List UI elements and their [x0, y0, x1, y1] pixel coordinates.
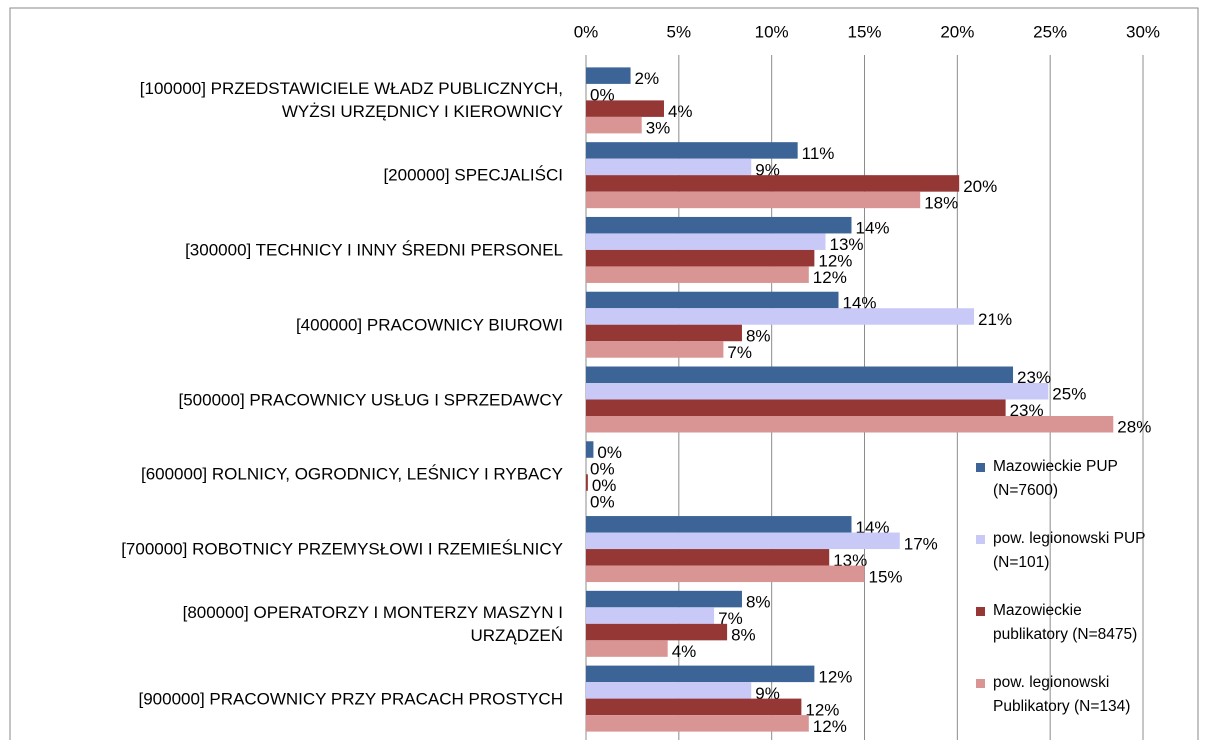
- data-label: 11%: [802, 144, 835, 163]
- bar: [586, 324, 742, 342]
- legend-label: pow. legionowski PUP (N=101): [993, 530, 1146, 571]
- data-label: 14%: [856, 518, 890, 537]
- x-tick-label: 15%: [847, 22, 881, 41]
- bar: [586, 416, 1114, 433]
- x-tick-label: 5%: [667, 22, 692, 41]
- data-label: 9%: [755, 684, 780, 703]
- x-tick-label: 25%: [1033, 22, 1067, 41]
- bar: [586, 623, 728, 641]
- legend-label: Mazowieckie publikatory (N=8475): [993, 602, 1138, 643]
- x-tick-label: 0%: [574, 22, 599, 41]
- x-tick-label: 30%: [1126, 22, 1160, 41]
- bar: [586, 341, 724, 358]
- bar: [586, 175, 960, 192]
- data-label: 0%: [597, 443, 622, 462]
- data-label: 0%: [592, 476, 617, 495]
- bar: [586, 698, 802, 716]
- data-label: 0%: [590, 493, 615, 512]
- bar: [586, 266, 809, 283]
- data-label: 8%: [746, 593, 771, 612]
- bar: [586, 549, 830, 566]
- bar: [586, 474, 588, 491]
- bar: [586, 607, 715, 624]
- legend-swatch: [976, 679, 985, 688]
- bar: [586, 532, 900, 550]
- bar: [586, 191, 921, 209]
- bar: [586, 516, 852, 533]
- bar: [586, 116, 642, 134]
- bar: [586, 565, 865, 583]
- chart-frame: [9, 7, 1199, 740]
- data-label: 12%: [805, 700, 839, 719]
- bar: [586, 715, 809, 732]
- bar: [586, 142, 798, 159]
- x-tick-label: 10%: [755, 22, 789, 41]
- bar: [586, 366, 1014, 383]
- data-label: 4%: [672, 642, 697, 661]
- category-label: [800000] OPERATORZY I MONTERZY MASZYN I …: [182, 602, 563, 645]
- bar: [586, 291, 839, 309]
- legend-swatch: [976, 463, 985, 472]
- category-label: [400000] PRACOWNICY BIUROWI: [295, 315, 563, 335]
- data-label: 18%: [924, 193, 958, 212]
- data-label: 12%: [813, 717, 847, 736]
- category-label: [200000] SPECJALIŚCI: [383, 165, 563, 185]
- data-label: 9%: [755, 160, 780, 179]
- data-label: 4%: [668, 102, 693, 121]
- data-label: 7%: [727, 343, 752, 362]
- data-label: 0%: [590, 460, 615, 479]
- x-tick-label: 20%: [940, 22, 974, 41]
- bar: [586, 383, 1049, 400]
- bar: [586, 441, 594, 458]
- category-label: [600000] ROLNICY, OGRODNICY, LEŚNICY I R…: [140, 464, 563, 484]
- category-label: [900000] PRACOWNICY PRZY PRACACH PROSTYC…: [138, 689, 564, 709]
- data-label: 17%: [904, 534, 938, 553]
- data-label: 12%: [813, 268, 847, 287]
- bar: [586, 682, 752, 699]
- data-label: 21%: [978, 310, 1012, 329]
- category-label: [500000] PRACOWNICY USŁUG I SPRZEDAWCY: [178, 390, 564, 409]
- data-label: 14%: [856, 219, 890, 238]
- bar: [586, 590, 742, 608]
- data-label: 28%: [1117, 418, 1151, 437]
- data-label: 23%: [1010, 401, 1044, 420]
- data-label: 15%: [869, 567, 903, 586]
- data-label: 8%: [746, 326, 771, 345]
- data-label: 20%: [963, 177, 997, 196]
- bar: [586, 233, 826, 250]
- bar: [586, 640, 668, 657]
- bar: [586, 216, 852, 234]
- bar: [586, 158, 752, 176]
- data-label: 12%: [818, 667, 852, 686]
- category-label: [100000] PRZEDSTAWICIELE WŁADZ PUBLICZNY…: [139, 79, 563, 122]
- data-label: 0%: [590, 86, 615, 105]
- data-label: 13%: [833, 551, 867, 570]
- data-label: 3%: [646, 119, 671, 138]
- data-label: 14%: [843, 293, 877, 312]
- legend-swatch: [976, 607, 985, 616]
- bar: [586, 100, 664, 117]
- data-label: 2%: [635, 69, 660, 88]
- category-label: [700000] ROBOTNICY PRZEMYSŁOWI I RZEMIEŚ…: [121, 539, 563, 559]
- bar: [586, 308, 975, 325]
- data-label: 8%: [731, 626, 756, 645]
- category-label: [300000] TECHNICY I INNY ŚREDNI PERSONEL: [185, 240, 563, 260]
- bar: [586, 249, 815, 267]
- legend-label: Mazowieckie PUP (N=7600): [993, 458, 1118, 499]
- bar: [586, 665, 815, 683]
- legend-label: pow. legionowski Publikatory (N=134): [993, 674, 1131, 715]
- data-label: 25%: [1052, 385, 1086, 404]
- bar: [586, 67, 631, 84]
- data-label: 7%: [718, 609, 743, 628]
- data-label: 23%: [1017, 368, 1051, 387]
- data-label: 13%: [830, 235, 864, 254]
- data-label: 12%: [818, 252, 852, 271]
- legend-swatch: [976, 535, 985, 544]
- bar: [586, 399, 1006, 416]
